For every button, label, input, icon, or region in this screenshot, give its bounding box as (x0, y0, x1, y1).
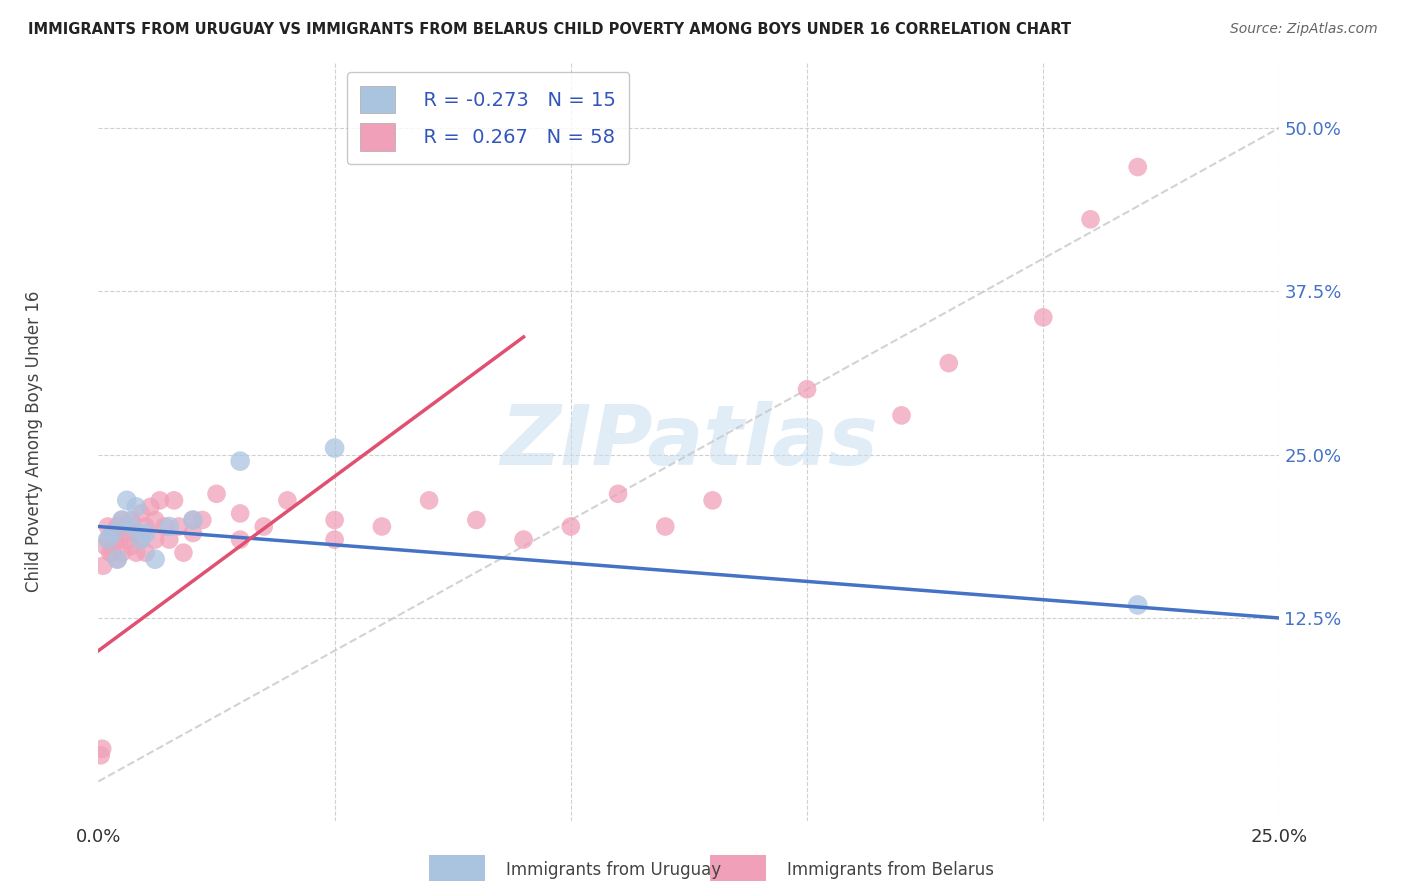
Point (654, 519, 676, 533)
Point (139, 500, 162, 514)
Point (157, 533, 180, 547)
Point (111, 546, 134, 560)
Point (796, 382, 818, 396)
Point (938, 356, 960, 370)
Point (512, 533, 534, 547)
Point (229, 507, 252, 521)
Point (108, 533, 131, 547)
Point (323, 513, 346, 527)
Point (111, 513, 134, 527)
Point (1032, 310, 1054, 325)
Point (153, 519, 176, 533)
Text: Immigrants from Uruguay: Immigrants from Uruguay (506, 861, 721, 879)
Point (607, 487, 630, 501)
Point (105, 552, 128, 566)
Point (97, 533, 120, 547)
Point (323, 533, 346, 547)
Point (90, 748, 112, 763)
Point (135, 526, 157, 541)
Point (125, 500, 148, 514)
Point (94, 539, 117, 553)
Point (181, 513, 204, 527)
Point (129, 533, 152, 547)
Point (181, 526, 204, 541)
Point (91, 741, 114, 756)
Point (104, 533, 127, 547)
Point (157, 519, 180, 533)
Point (101, 546, 124, 560)
Point (135, 546, 157, 560)
Point (181, 513, 204, 527)
Point (205, 487, 228, 501)
Text: IMMIGRANTS FROM URUGUAY VS IMMIGRANTS FROM BELARUS CHILD POVERTY AMONG BOYS UNDE: IMMIGRANTS FROM URUGUAY VS IMMIGRANTS FR… (28, 22, 1071, 37)
Point (229, 533, 252, 547)
Point (121, 539, 143, 553)
Point (143, 533, 166, 547)
Point (101, 526, 124, 541)
Point (418, 493, 440, 508)
Text: ZIPatlas: ZIPatlas (501, 401, 877, 482)
Point (115, 533, 138, 547)
Point (143, 513, 166, 527)
Point (129, 507, 152, 521)
Point (98, 546, 121, 560)
Point (702, 493, 724, 508)
Point (229, 454, 252, 468)
Point (97, 519, 120, 533)
Point (465, 513, 488, 527)
Point (121, 513, 143, 527)
Point (115, 519, 138, 533)
Point (135, 519, 157, 533)
Point (1080, 212, 1102, 227)
Point (143, 552, 166, 566)
Y-axis label: Child Poverty Among Boys Under 16: Child Poverty Among Boys Under 16 (25, 291, 42, 592)
Point (560, 519, 582, 533)
Point (253, 519, 276, 533)
Point (323, 441, 346, 455)
Point (167, 519, 190, 533)
Point (276, 493, 298, 508)
Point (121, 519, 143, 533)
Point (371, 519, 394, 533)
Legend:   R = -0.273   N = 15,   R =  0.267   N = 58: R = -0.273 N = 15, R = 0.267 N = 58 (347, 72, 630, 164)
Point (163, 493, 186, 508)
Point (91, 558, 114, 573)
Point (111, 513, 134, 527)
Point (97, 533, 120, 547)
Point (125, 526, 148, 541)
Point (191, 513, 214, 527)
Text: Source: ZipAtlas.com: Source: ZipAtlas.com (1230, 22, 1378, 37)
Point (105, 552, 128, 566)
Text: Immigrants from Belarus: Immigrants from Belarus (787, 861, 994, 879)
Point (1126, 598, 1149, 612)
Point (101, 526, 124, 541)
Point (890, 409, 912, 423)
Point (172, 546, 194, 560)
Point (1126, 160, 1149, 174)
Point (125, 546, 148, 560)
Point (105, 519, 128, 533)
Point (129, 533, 152, 547)
Point (149, 493, 172, 508)
Point (115, 493, 138, 508)
